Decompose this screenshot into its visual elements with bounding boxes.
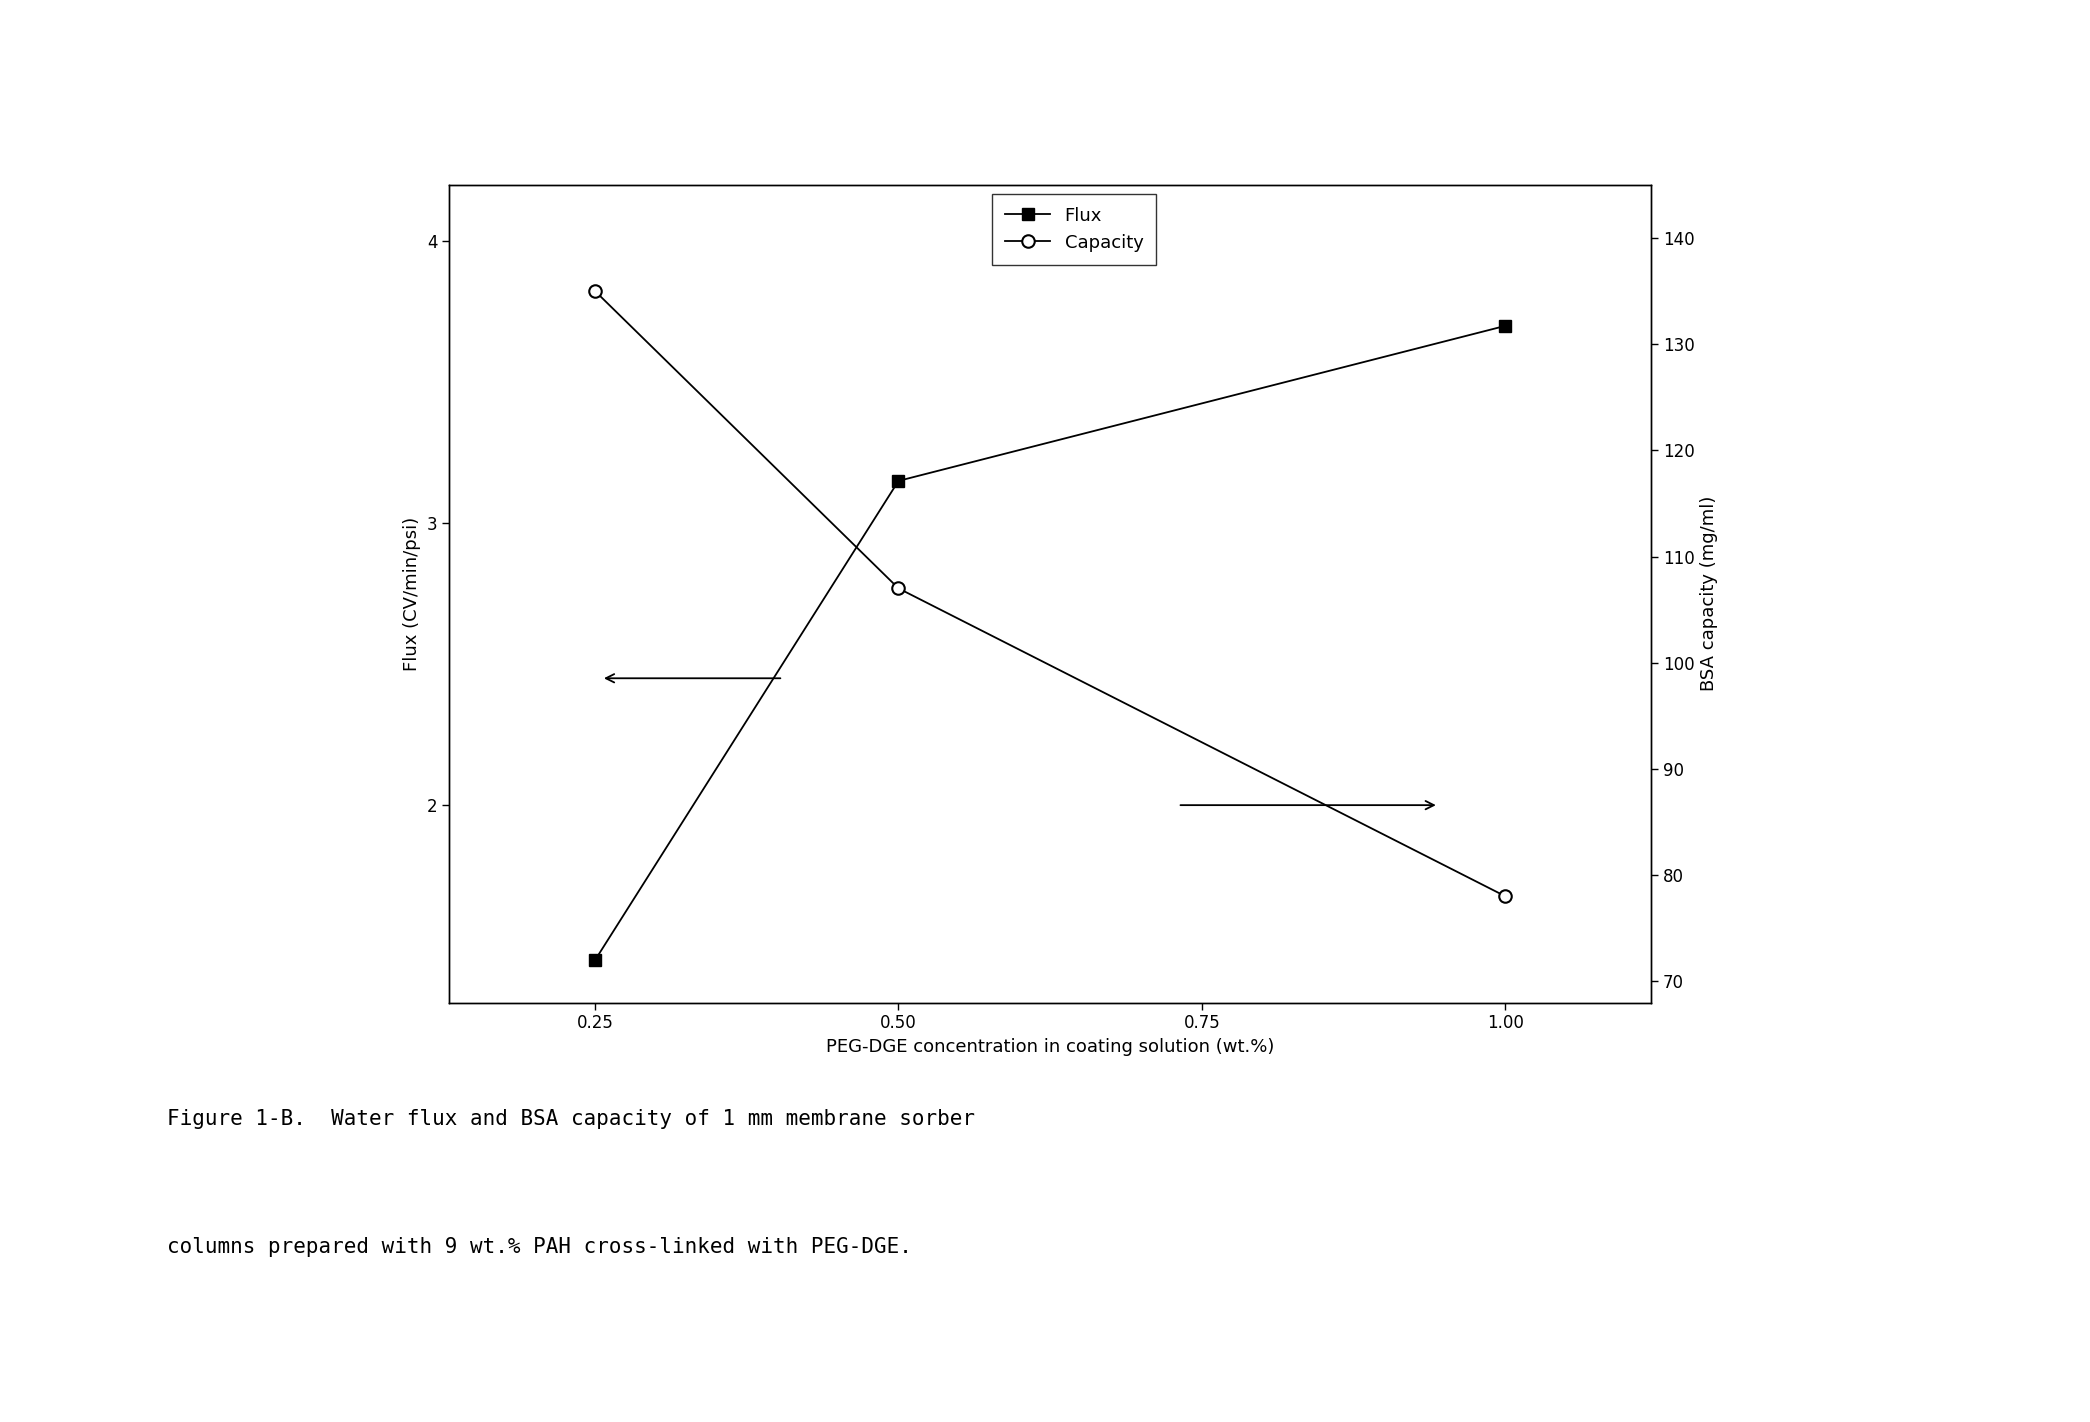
Capacity xyxy=(886,580,911,597)
Line: Capacity: Capacity xyxy=(589,284,1511,903)
Flux xyxy=(1492,317,1517,334)
Legend: Flux, Capacity: Flux, Capacity xyxy=(993,193,1156,264)
Capacity xyxy=(583,283,608,300)
Flux xyxy=(886,472,911,489)
Y-axis label: Flux (CV/min/psi): Flux (CV/min/psi) xyxy=(403,516,422,671)
Text: Figure 1-B.  Water flux and BSA capacity of 1 mm membrane sorber: Figure 1-B. Water flux and BSA capacity … xyxy=(167,1109,976,1129)
Line: Flux: Flux xyxy=(589,320,1511,967)
Flux xyxy=(583,951,608,968)
Capacity xyxy=(1492,887,1517,904)
Y-axis label: BSA capacity (mg/ml): BSA capacity (mg/ml) xyxy=(1699,496,1718,691)
X-axis label: PEG-DGE concentration in coating solution (wt.%): PEG-DGE concentration in coating solutio… xyxy=(826,1038,1275,1057)
Text: columns prepared with 9 wt.% PAH cross-linked with PEG-DGE.: columns prepared with 9 wt.% PAH cross-l… xyxy=(167,1237,911,1257)
